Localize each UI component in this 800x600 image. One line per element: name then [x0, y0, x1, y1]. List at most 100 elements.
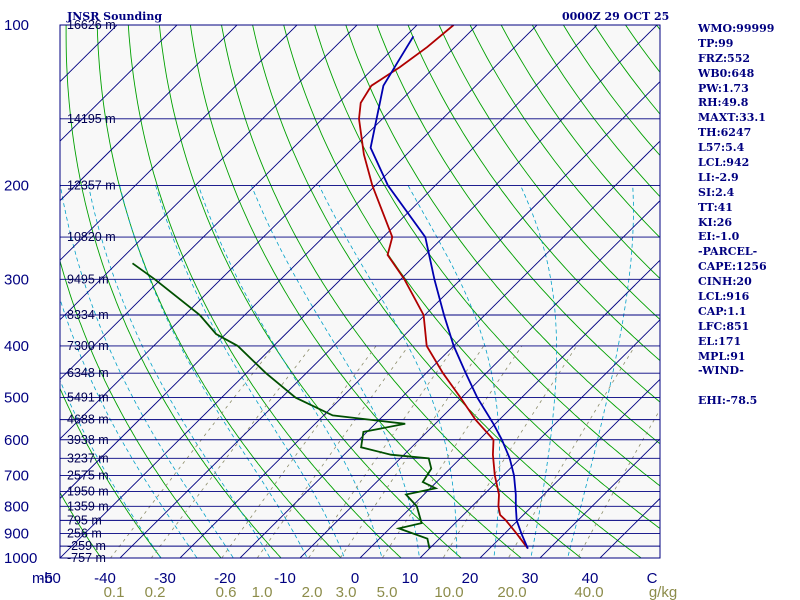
isotherm — [60, 25, 238, 202]
height-label: 5491 m — [67, 391, 109, 405]
temperature-tick-label: 0 — [351, 570, 359, 587]
height-label: 7300 m — [67, 339, 109, 353]
mixing-ratio-line — [442, 345, 577, 558]
pressure-tick-label: 1000 — [4, 550, 37, 567]
dry-adiabat — [438, 25, 660, 321]
temperature-tick-label: -20 — [214, 570, 236, 587]
isotherm — [60, 25, 178, 142]
temperature-tick-label: 20 — [462, 570, 479, 587]
moist-adiabat — [567, 185, 634, 558]
pressure-tick-label: 300 — [4, 271, 29, 288]
mixing-ratio-line — [577, 408, 660, 558]
index-line: LI:-2.9 — [698, 170, 739, 184]
dry-adiabat — [469, 25, 660, 280]
index-line: CINH:20 — [698, 275, 752, 289]
moist-adiabat — [60, 185, 234, 558]
dry-adiabat — [314, 25, 660, 487]
mixing-ratio-tick-label: 3.0 — [336, 584, 357, 600]
isotherm — [0, 13, 69, 569]
pressure-tick-label: 400 — [4, 338, 29, 355]
mixing-ratio-tick-label: 2.0 — [302, 584, 323, 600]
height-label: 3237 m — [67, 451, 109, 465]
index-line: MPL:91 — [698, 349, 746, 363]
isotherm — [239, 140, 660, 558]
index-line: LFC:851 — [698, 319, 750, 333]
index-line: WMO:99999 — [698, 22, 775, 35]
mixing-ratio-line — [339, 345, 485, 558]
height-label: 4688 m — [67, 413, 109, 427]
height-label: 10820 m — [67, 230, 116, 244]
index-line: -PARCEL- — [698, 245, 758, 259]
index-line: TH:6247 — [698, 126, 752, 140]
mixing-ratio-line — [308, 345, 456, 558]
index-line: CAP:1.1 — [698, 304, 747, 318]
temperature-tick-label: 30 — [522, 570, 539, 587]
dry-adiabat — [189, 25, 522, 558]
isotherm — [60, 25, 598, 558]
mixing-ratio-tick-label: 0.1 — [104, 584, 125, 600]
moist-adiabat — [407, 185, 501, 558]
isotherm — [539, 438, 660, 558]
chart-title: JNSR Sounding — [66, 10, 162, 23]
index-line: CAPE:1256 — [698, 260, 767, 274]
pressure-tick-label: 900 — [4, 526, 29, 543]
mixing-ratio-line — [150, 345, 313, 558]
mixing-ratio-unit-label: g/kg — [649, 584, 677, 600]
height-label: 14195 m — [67, 112, 116, 126]
dry-adiabat — [345, 25, 660, 445]
moist-adiabat — [155, 185, 345, 558]
height-label: 1950 m — [67, 484, 109, 498]
isotherm — [0, 13, 9, 569]
isotherm — [60, 25, 418, 380]
mixing-ratio-line — [221, 345, 377, 558]
mixing-ratio-line — [381, 345, 523, 558]
dry-adiabat — [376, 25, 660, 403]
parcel-line — [369, 35, 529, 549]
height-label: 16626 m — [67, 18, 116, 32]
pressure-tick-label: 700 — [4, 467, 29, 484]
dry-adiabat — [60, 491, 102, 558]
temperature-tick-label: 40 — [582, 570, 599, 587]
dewpoint-line — [131, 262, 439, 549]
height-label: 12357 m — [67, 178, 116, 192]
isotherm — [479, 378, 660, 558]
mixing-ratio-tick-label: 40.0 — [574, 584, 603, 600]
mixing-ratio-tick-label: 5.0 — [377, 584, 398, 600]
moist-adiabat — [520, 185, 557, 558]
mixing-ratio-tick-label: 10.0 — [434, 584, 463, 600]
dry-adiabat — [221, 25, 582, 558]
mixing-ratio-tick-label: 0.2 — [145, 584, 166, 600]
index-line: FRZ:552 — [698, 51, 751, 65]
pressure-axis-label: mb — [32, 570, 53, 587]
index-line: TP:99 — [698, 36, 734, 50]
grid-lines — [0, 13, 660, 569]
moist-adiabat — [60, 379, 162, 558]
pressure-tick-label: 800 — [4, 498, 29, 515]
isotherm — [299, 200, 660, 558]
height-label: 1359 m — [67, 499, 109, 513]
height-label: 256 m — [67, 527, 102, 541]
data-series — [131, 25, 529, 550]
index-line: MAXT:33.1 — [698, 111, 766, 125]
index-line: EL:171 — [698, 334, 742, 348]
temperature-tick-label: C — [647, 570, 658, 587]
pressure-tick-label: 200 — [4, 177, 29, 194]
moist-adiabat — [318, 185, 458, 558]
dry-adiabat — [252, 25, 642, 558]
isotherm — [60, 25, 538, 500]
dry-adiabat — [127, 25, 402, 558]
plot-border — [59, 24, 661, 559]
height-label: -757 m — [67, 551, 106, 565]
index-line — [698, 379, 798, 394]
pressure-tick-label: 600 — [4, 432, 29, 449]
temperature-line — [358, 25, 529, 550]
height-label: 795 m — [67, 513, 102, 527]
isotherm — [60, 25, 358, 321]
height-label: 2575 m — [67, 468, 109, 482]
index-line: TT:41 — [698, 200, 733, 214]
index-line: LCL:942 — [698, 156, 750, 170]
index-line: SI:2.4 — [698, 185, 735, 199]
index-line: RH:49.8 — [698, 96, 749, 110]
mixing-ratio-tick-label: 20.0 — [497, 584, 526, 600]
